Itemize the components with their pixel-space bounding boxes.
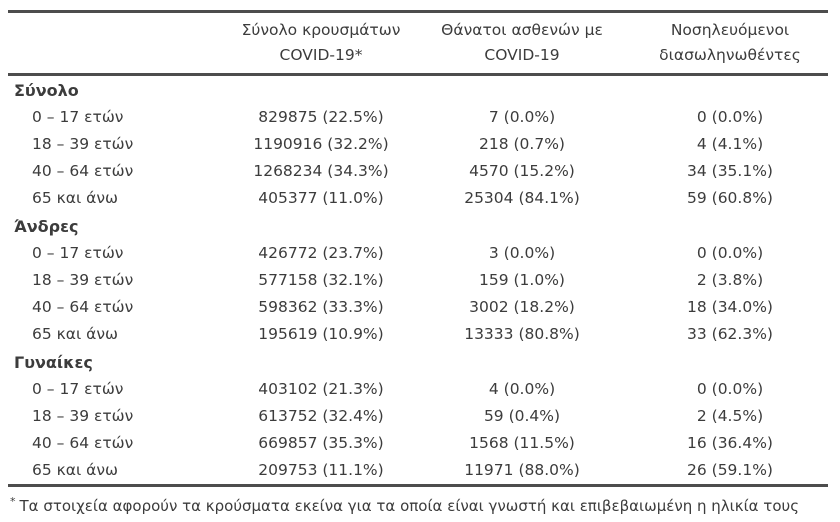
group-header-row: Γυναίκες <box>8 348 828 376</box>
deaths-cell: 3 (0.0%) <box>488 244 556 262</box>
intubated-cell: 59 (60.8%) <box>687 189 773 207</box>
intubated-cell: 18 (34.0%) <box>687 298 773 316</box>
deaths-cell: 11971 (88.0%) <box>464 461 580 479</box>
age-label: 0 – 17 ετών <box>32 244 124 262</box>
top-rule <box>8 10 828 13</box>
footnote: * Τα στοιχεία αφορούν τα κρούσματα εκείνα… <box>10 492 830 516</box>
deaths-cell: 25304 (84.1%) <box>464 189 580 207</box>
intubated-cell: 16 (36.4%) <box>687 434 773 452</box>
group-label: Άνδρες <box>14 216 79 236</box>
intubated-cell: 26 (59.1%) <box>687 461 773 479</box>
table-header-row: Σύνολο κρουσμάτων COVID-19* Θάνατοι ασθε… <box>8 13 828 73</box>
table-row: 0 – 17 ετών 403102 (21.3%) 4 (0.0%) 0 (0.0%… <box>8 376 828 403</box>
column-header-deaths-line2: COVID-19 <box>484 46 560 64</box>
age-label: 18 – 39 ετών <box>32 135 134 153</box>
deaths-cell: 1568 (11.5%) <box>469 434 575 452</box>
group-header-row: Άνδρες <box>8 212 828 240</box>
age-label: 0 – 17 ετών <box>32 108 124 126</box>
column-header-intubated-line2: διασωληνωθέντες <box>659 46 801 64</box>
bottom-rule <box>8 484 828 487</box>
cases-cell: 613752 (32.4%) <box>258 407 384 425</box>
column-header-deaths: Θάνατοι ασθενών με COVID-19 <box>412 18 632 68</box>
age-label: 40 – 64 ετών <box>32 298 134 316</box>
deaths-cell: 59 (0.4%) <box>483 407 561 425</box>
age-label: 65 και άνω <box>32 461 119 479</box>
intubated-cell: 4 (4.1%) <box>696 135 764 153</box>
table-row: 40 – 64 ετών 1268234 (34.3%) 4570 (15.2%) 3… <box>8 158 828 185</box>
intubated-cell: 0 (0.0%) <box>696 380 764 398</box>
column-header-cases: Σύνολο κρουσμάτων COVID-19* <box>230 18 412 68</box>
table-row: 18 – 39 ετών 613752 (32.4%) 59 (0.4%) 2 (4.… <box>8 403 828 430</box>
table-body: Σύνολο 0 – 17 ετών 829875 (22.5%) 7 (0.0%) 0… <box>8 76 828 484</box>
cases-cell: 426772 (23.7%) <box>258 244 384 262</box>
cases-cell: 1190916 (32.2%) <box>253 135 389 153</box>
table-row: 65 και άνω 209753 (11.1%) 11971 (88.0%) 26 … <box>8 457 828 484</box>
age-label: 65 και άνω <box>32 325 119 343</box>
group-label: Σύνολο <box>14 80 79 100</box>
cases-cell: 1268234 (34.3%) <box>253 162 389 180</box>
table-row: 65 και άνω 195619 (10.9%) 13333 (80.8%) 33 … <box>8 321 828 348</box>
deaths-cell: 4570 (15.2%) <box>469 162 575 180</box>
intubated-cell: 2 (3.8%) <box>696 271 764 289</box>
cases-cell: 669857 (35.3%) <box>258 434 384 452</box>
deaths-cell: 159 (1.0%) <box>479 271 565 289</box>
age-label: 18 – 39 ετών <box>32 407 134 425</box>
age-label: 65 και άνω <box>32 189 119 207</box>
deaths-cell: 3002 (18.2%) <box>469 298 575 316</box>
cases-cell: 829875 (22.5%) <box>258 108 384 126</box>
cases-cell: 598362 (33.3%) <box>258 298 384 316</box>
header-rule <box>8 73 828 76</box>
group-label: Γυναίκες <box>14 352 93 372</box>
cases-cell: 403102 (21.3%) <box>258 380 384 398</box>
intubated-cell: 34 (35.1%) <box>687 162 773 180</box>
deaths-cell: 4 (0.0%) <box>488 380 556 398</box>
table-row: 18 – 39 ετών 1190916 (32.2%) 218 (0.7%) 4 (… <box>8 131 828 158</box>
age-label: 40 – 64 ετών <box>32 162 134 180</box>
footnote-asterisk: * <box>10 495 16 508</box>
age-label: 40 – 64 ετών <box>32 434 134 452</box>
intubated-cell: 0 (0.0%) <box>696 244 764 262</box>
column-header-cases-line1: Σύνολο κρουσμάτων <box>241 21 401 39</box>
group-header-row: Σύνολο <box>8 76 828 104</box>
deaths-cell: 218 (0.7%) <box>479 135 565 153</box>
table-row: 0 – 17 ετών 829875 (22.5%) 7 (0.0%) 0 (0.0%… <box>8 104 828 131</box>
intubated-cell: 2 (4.5%) <box>696 407 764 425</box>
age-label: 18 – 39 ετών <box>32 271 134 289</box>
cases-cell: 195619 (10.9%) <box>258 325 384 343</box>
column-header-cases-line2: COVID-19* <box>279 46 363 64</box>
footnote-text: Τα στοιχεία αφορούν τα κρούσματα εκείνα … <box>19 497 800 515</box>
column-header-deaths-line1: Θάνατοι ασθενών με <box>441 21 603 39</box>
deaths-cell: 7 (0.0%) <box>488 108 556 126</box>
covid-age-table: Σύνολο κρουσμάτων COVID-19* Θάνατοι ασθε… <box>8 10 828 487</box>
cases-cell: 209753 (11.1%) <box>258 461 384 479</box>
intubated-cell: 0 (0.0%) <box>696 108 764 126</box>
cases-cell: 405377 (11.0%) <box>258 189 384 207</box>
age-label: 0 – 17 ετών <box>32 380 124 398</box>
deaths-cell: 13333 (80.8%) <box>464 325 580 343</box>
cases-cell: 577158 (32.1%) <box>258 271 384 289</box>
table-row: 40 – 64 ετών 598362 (33.3%) 3002 (18.2%) 18… <box>8 294 828 321</box>
table-row: 40 – 64 ετών 669857 (35.3%) 1568 (11.5%) 16… <box>8 430 828 457</box>
intubated-cell: 33 (62.3%) <box>687 325 773 343</box>
table-row: 65 και άνω 405377 (11.0%) 25304 (84.1%) 59 … <box>8 185 828 212</box>
table-row: 0 – 17 ετών 426772 (23.7%) 3 (0.0%) 0 (0.0%… <box>8 240 828 267</box>
column-header-intubated-line1: Νοσηλευόμενοι <box>670 21 790 39</box>
column-header-intubated: Νοσηλευόμενοι διασωληνωθέντες <box>632 18 828 68</box>
table-row: 18 – 39 ετών 577158 (32.1%) 159 (1.0%) 2 (3… <box>8 267 828 294</box>
